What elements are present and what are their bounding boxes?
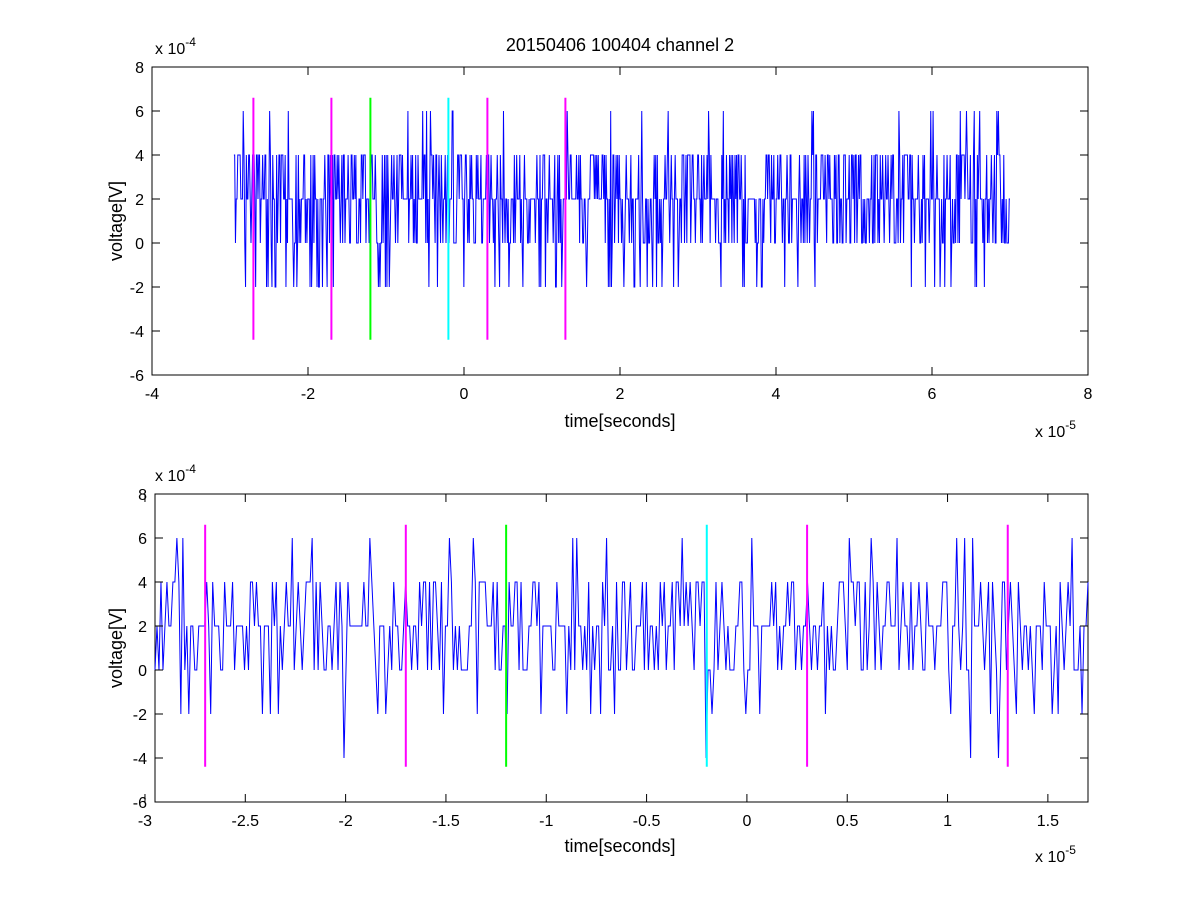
bottom-x-tick-label: -2: [338, 813, 352, 830]
bottom-x-tick-label: -0.5: [633, 813, 661, 830]
top-x-tick-label: 8: [1084, 386, 1093, 403]
top-marker-layer: [252, 97, 567, 340]
top-x-tick-label: -4: [145, 386, 159, 403]
top-x-tick-label: 2: [616, 386, 625, 403]
top-y-axis-label: voltage[V]: [106, 181, 126, 261]
top-x-scale-label: x 10-5: [1035, 418, 1076, 441]
bottom-y-tick-label: -4: [133, 751, 147, 768]
bottom-y-tick-label: 2: [138, 619, 147, 636]
bottom-y-tick-label: 6: [138, 531, 147, 548]
top-x-axis-label: time[seconds]: [564, 411, 675, 431]
bottom-y-tick-label: 4: [138, 575, 147, 592]
bottom-signal-line: [154, 537, 1089, 759]
bottom-x-tick-label: 1.5: [1037, 813, 1059, 830]
top-x-tick-label: 0: [460, 386, 469, 403]
top-x-tick-label: 6: [928, 386, 937, 403]
top-x-tick-label: 4: [772, 386, 781, 403]
figure-title: 20150406 100404 channel 2: [506, 35, 734, 55]
top-signal-line: [233, 110, 1010, 288]
bottom-plot-frame: [154, 493, 1089, 803]
bottom-x-tick-label: -2.5: [232, 813, 260, 830]
top-y-scale-label: x 10-4: [155, 35, 196, 58]
top-y-tick-label: 4: [135, 148, 144, 165]
top-y-tick-label: 6: [135, 104, 144, 121]
bottom-marker-layer: [204, 524, 1009, 767]
bottom-y-scale-label: x 10-4: [155, 462, 196, 485]
bottom-signal-layer: [154, 537, 1089, 759]
bottom-x-tick-label: 0: [742, 813, 751, 830]
top-x-tick-label: -2: [301, 386, 315, 403]
bottom-x-tick-label: -3: [138, 813, 152, 830]
top-y-tick-label: -6: [130, 368, 144, 385]
bottom-x-tick-label: 0.5: [836, 813, 858, 830]
top-y-tick-label: -4: [130, 324, 144, 341]
top-y-tick-label: 0: [135, 236, 144, 253]
top-y-tick-label: -2: [130, 280, 144, 297]
bottom-tick-layer: -3 -2.5 -2 -1.5 -1 -0.5 0 0.5 1 1.5 -6 -4 -2 0 2 4 6 8: [133, 487, 1088, 830]
top-signal-layer: [233, 110, 1010, 288]
bottom-y-tick-label: -2: [133, 707, 147, 724]
top-y-tick-label: 8: [135, 60, 144, 77]
bottom-x-tick-label: 1: [943, 813, 952, 830]
bottom-x-axis-label: time[seconds]: [564, 836, 675, 856]
top-y-tick-label: 2: [135, 192, 144, 209]
bottom-x-tick-label: -1.5: [432, 813, 460, 830]
bottom-y-tick-label: 8: [138, 487, 147, 504]
bottom-x-tick-label: -1: [539, 813, 553, 830]
bottom-plot-panel: -3 -2.5 -2 -1.5 -1 -0.5 0 0.5 1 1.5 -6 -4 -2 0 2 4 6 8 ti…: [106, 462, 1089, 866]
bottom-x-scale-label: x 10-5: [1035, 843, 1076, 866]
bottom-y-tick-label: -6: [133, 795, 147, 812]
bottom-y-axis-label: voltage[V]: [106, 608, 126, 688]
bottom-y-tick-label: 0: [138, 663, 147, 680]
